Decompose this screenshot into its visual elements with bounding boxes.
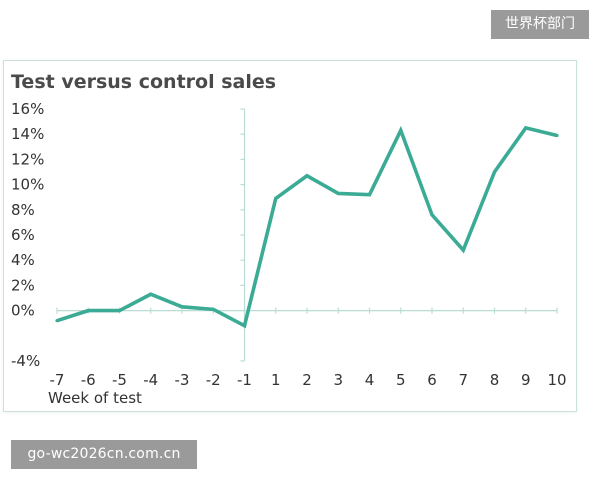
data-point	[461, 248, 465, 252]
y-tick-label: 14%	[11, 125, 44, 143]
x-tick-label: -5	[112, 371, 127, 389]
data-point	[149, 292, 153, 296]
y-tick-label: 16%	[11, 100, 44, 118]
data-point	[180, 305, 184, 309]
y-tick-label: 6%	[11, 226, 35, 244]
x-tick-label: -6	[81, 371, 96, 389]
y-tick-label: -4%	[11, 352, 40, 370]
x-axis-label: Week of test	[48, 389, 142, 407]
x-tick-label: -1	[237, 371, 252, 389]
chart-frame: Test versus control sales 16% 14% 12% 10% 8%…	[3, 60, 577, 412]
x-tick-label: 6	[427, 371, 437, 389]
data-point	[336, 191, 340, 196]
watermark-top: 世界杯部门	[491, 10, 589, 39]
y-tick-label: 0%	[11, 302, 35, 320]
watermark-bottom: go-wc2026cn.com.cn	[11, 440, 197, 469]
x-tick-label: -2	[206, 371, 221, 389]
data-point	[117, 309, 122, 313]
x-tick-label: 2	[302, 371, 312, 389]
x-tick-label: -3	[175, 371, 190, 389]
x-tick-label: 4	[365, 371, 375, 389]
data-point	[492, 170, 497, 174]
x-axis: -7 -6 -5 -4 -3 -2 -1 1 2 3 4 5 6 7 8 9 10	[50, 307, 567, 389]
x-tick-label: 3	[333, 371, 343, 389]
data-point	[211, 307, 215, 311]
data-point	[274, 196, 278, 201]
y-tick-label: 8%	[11, 201, 35, 219]
data-point	[524, 126, 528, 130]
data-point	[555, 133, 559, 138]
y-tick-label: 12%	[11, 150, 44, 168]
series-group	[55, 125, 559, 329]
line-chart: Test versus control sales 16%14%12%10%8%…	[11, 71, 567, 407]
chart-title: Test versus control sales	[11, 71, 276, 93]
data-point	[430, 213, 434, 217]
x-tick-label: 1	[271, 371, 281, 389]
data-point	[242, 324, 247, 328]
y-tick-label: 2%	[11, 276, 35, 294]
x-tick-label: 9	[521, 371, 531, 389]
x-tick-label: 8	[490, 371, 500, 389]
y-tick-label: 10%	[11, 176, 44, 194]
x-tick-label: -4	[143, 371, 158, 389]
x-tick-label: -7	[50, 371, 65, 389]
series-line	[56, 125, 558, 329]
data-point	[305, 174, 309, 178]
x-tick-label: 7	[458, 371, 468, 389]
data-point	[399, 128, 403, 133]
data-point	[86, 309, 90, 313]
y-axis: 16% 14% 12% 10% 8% 6% 4% 2% 0% -4%	[11, 100, 246, 370]
y-tick-label: 4%	[11, 251, 35, 269]
x-tick-label: 10	[547, 371, 566, 389]
data-point	[55, 319, 59, 323]
data-point	[367, 193, 372, 197]
x-tick-label: 5	[396, 371, 406, 389]
